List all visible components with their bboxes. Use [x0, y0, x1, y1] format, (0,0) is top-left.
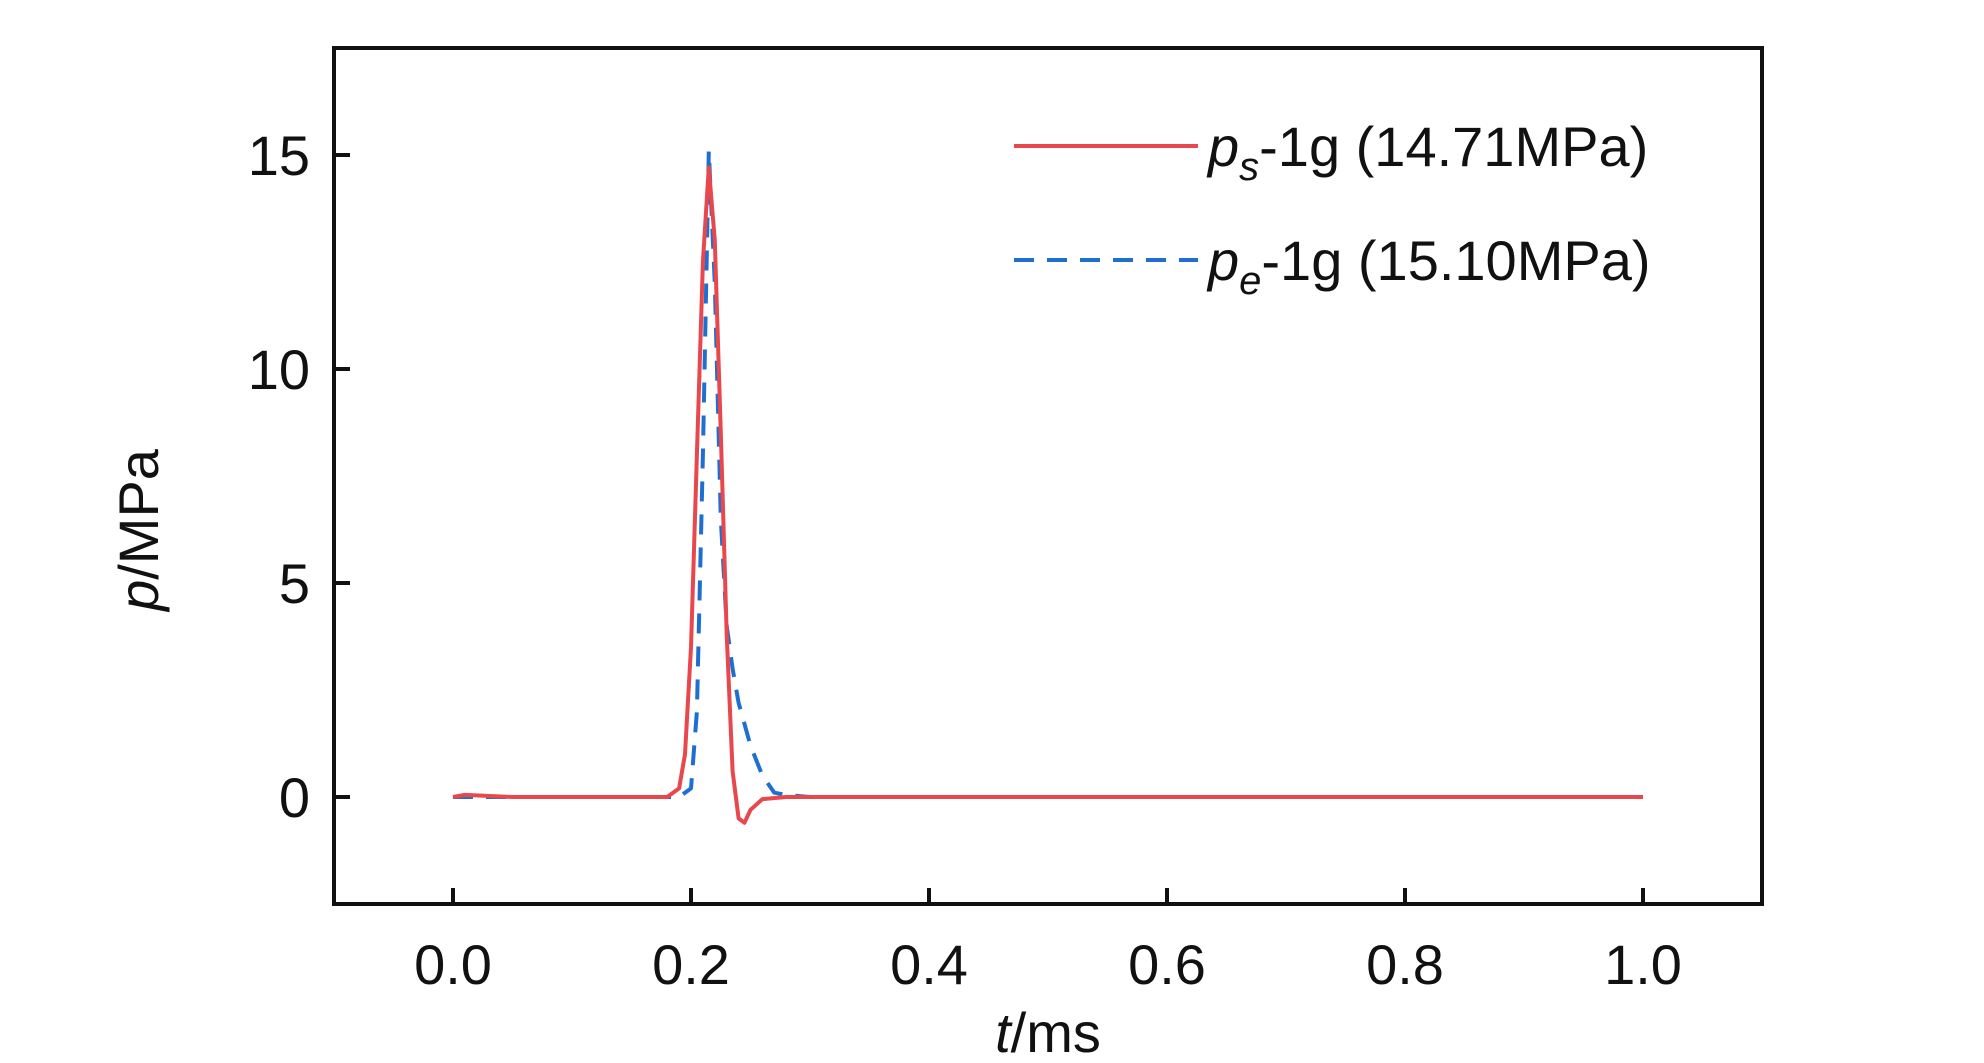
series-line-ps [452, 165, 1643, 825]
y-tick-label: 5 [279, 552, 310, 615]
legend-ps-rest: -1g (14.71MPa) [1259, 115, 1648, 178]
x-axis-var: t [995, 1001, 1013, 1063]
ticks-layer: 0.0 0.2 0.4 0.6 0.8 1.0 0 5 10 15 [248, 124, 1682, 996]
x-tick-label: 1.0 [1604, 933, 1682, 996]
legend-ps-sub: s [1239, 145, 1259, 189]
y-axis-unit: /MPa [107, 448, 170, 580]
y-axis-var: p [107, 580, 170, 613]
legend-pe-sub: e [1239, 259, 1261, 303]
legend-pe-rest: -1g (15.10MPa) [1261, 229, 1650, 292]
y-tick-label: 15 [248, 124, 310, 187]
legend-pe-var: p [1206, 229, 1239, 292]
x-tick-label: 0.6 [1128, 933, 1206, 996]
x-tick-label: 0.8 [1366, 933, 1444, 996]
series-layer [452, 148, 1643, 825]
legend: ps-1g (14.71MPa) pe-1g (15.10MPa) [1014, 115, 1650, 303]
x-axis-title: t/ms [995, 1001, 1101, 1063]
legend-ps-var: p [1206, 115, 1239, 178]
plot-frame [332, 46, 1764, 906]
y-tick-label: 10 [248, 338, 310, 401]
x-axis-unit: /ms [1011, 1001, 1101, 1063]
y-tick-label: 0 [279, 766, 310, 829]
legend-label-pe: pe-1g (15.10MPa) [1206, 229, 1650, 303]
legend-label-ps: ps-1g (14.71MPa) [1206, 115, 1648, 189]
x-tick-label: 0.2 [652, 933, 730, 996]
y-axis-title: p/MPa [107, 448, 170, 613]
x-tick-label: 0.0 [414, 933, 492, 996]
x-tick-label: 0.4 [890, 933, 968, 996]
